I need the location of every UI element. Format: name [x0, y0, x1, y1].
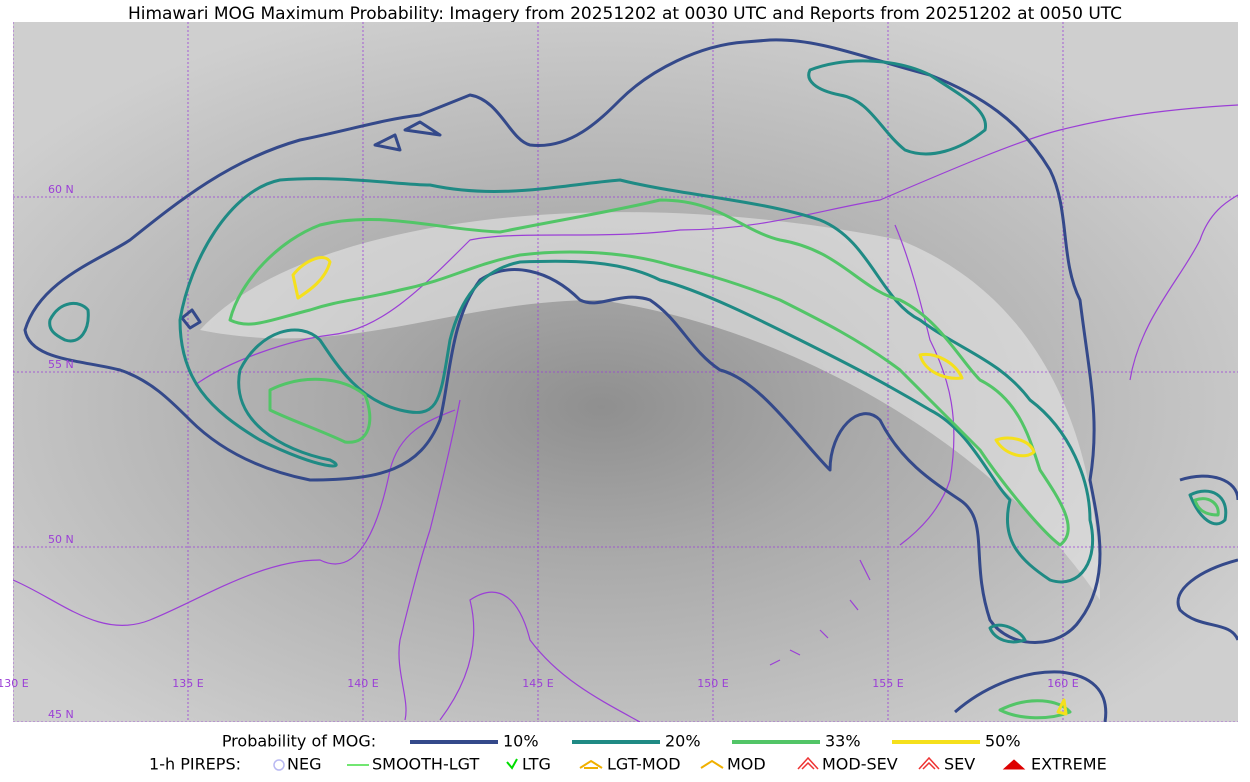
legend-icon	[273, 759, 285, 771]
legend-label: EXTREME	[1031, 755, 1107, 774]
legend-label: SEV	[944, 755, 975, 774]
graticule	[13, 22, 1238, 722]
legend-icon	[506, 758, 518, 770]
legend-title: Probability of MOG:	[222, 732, 376, 751]
legend-label: 20%	[665, 732, 701, 751]
legend-label: LGT-MOD	[607, 755, 681, 774]
longitude-label: 135 E	[172, 677, 203, 690]
latitude-label: 45 N	[48, 708, 74, 721]
legend-icon	[700, 759, 724, 769]
longitude-label: 150 E	[697, 677, 728, 690]
longitude-label: 160 E	[1047, 677, 1078, 690]
cloud-band	[200, 212, 1100, 600]
legend-icon	[1002, 759, 1026, 770]
legend-label: SMOOTH-LGT	[372, 755, 479, 774]
contours	[23, 38, 1238, 722]
legend-label: 10%	[503, 732, 539, 751]
map	[13, 22, 1238, 722]
legend-icon	[579, 759, 603, 769]
legend-label: MOD-SEV	[822, 755, 898, 774]
legend-label: 33%	[825, 732, 861, 751]
longitude-label: 145 E	[522, 677, 553, 690]
legend-label: NEG	[287, 755, 321, 774]
longitude-label: 140 E	[347, 677, 378, 690]
title: Himawari MOG Maximum Probability: Imager…	[128, 4, 1122, 24]
legend-icon	[918, 756, 940, 770]
legend-label: 50%	[985, 732, 1021, 751]
latitude-label: 55 N	[48, 358, 74, 371]
latitude-label: 60 N	[48, 183, 74, 196]
longitude-label: 130 E	[0, 677, 29, 690]
legend-icon	[797, 756, 819, 770]
legend-label: MOD	[727, 755, 766, 774]
latitude-label: 50 N	[48, 533, 74, 546]
longitude-label: 155 E	[872, 677, 903, 690]
legend: Probability of MOG: 1-h PIREPS: 10% 20% 33…	[149, 732, 1107, 774]
coastlines	[13, 104, 1238, 722]
legend-label: LTG	[522, 755, 551, 774]
legend-title: 1-h PIREPS:	[149, 755, 241, 774]
